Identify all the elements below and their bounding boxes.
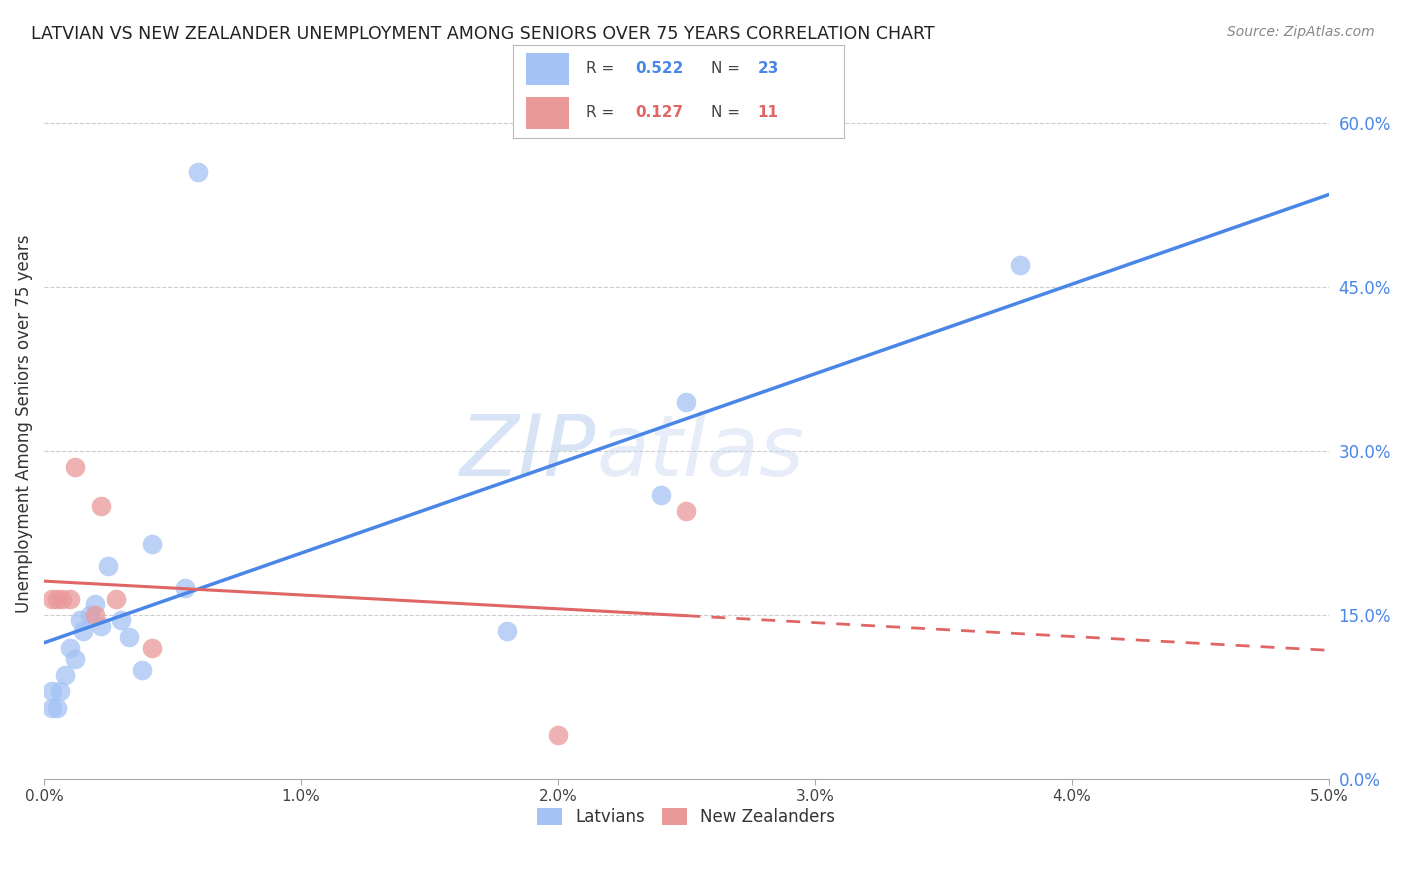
Point [69, 614, 91, 628]
Point [59, 591, 82, 606]
Point [63, 460, 86, 475]
Point [90, 619, 112, 633]
Point [675, 504, 697, 518]
Point [41, 591, 63, 606]
Text: Source: ZipAtlas.com: Source: ZipAtlas.com [1227, 25, 1375, 39]
Point [110, 614, 132, 628]
Point [187, 165, 209, 179]
Point [41, 701, 63, 715]
Point [141, 537, 163, 551]
Text: N =: N = [711, 105, 745, 120]
Point [48, 684, 70, 698]
Text: 0.522: 0.522 [636, 62, 683, 77]
Point [131, 663, 153, 677]
FancyBboxPatch shape [526, 97, 569, 129]
Y-axis label: Unemployment Among Seniors over 75 years: Unemployment Among Seniors over 75 years [15, 235, 32, 613]
Point [46, 591, 69, 606]
Point [51, 591, 73, 606]
Point [84, 607, 107, 622]
Text: R =: R = [586, 62, 619, 77]
Point [495, 624, 517, 639]
Point [174, 581, 197, 595]
Point [46, 701, 69, 715]
Point [90, 499, 112, 513]
Point [59, 640, 82, 655]
Point [53, 668, 76, 682]
FancyBboxPatch shape [526, 53, 569, 85]
Point [63, 651, 86, 665]
Point [547, 728, 569, 742]
Legend: Latvians, New Zealanders: Latvians, New Zealanders [529, 800, 844, 835]
Point [41, 684, 63, 698]
Point [72, 624, 94, 639]
Text: atlas: atlas [596, 410, 804, 493]
Point [675, 395, 697, 409]
Point [141, 640, 163, 655]
Point [118, 630, 141, 644]
Point [97, 558, 120, 573]
Text: ZIP: ZIP [460, 410, 596, 493]
Point [84, 597, 107, 611]
Text: 23: 23 [758, 62, 779, 77]
Text: R =: R = [586, 105, 619, 120]
Text: 0.127: 0.127 [636, 105, 683, 120]
Point [79, 607, 101, 622]
Text: N =: N = [711, 62, 745, 77]
Point [105, 591, 128, 606]
Text: LATVIAN VS NEW ZEALANDER UNEMPLOYMENT AMONG SENIORS OVER 75 YEARS CORRELATION CH: LATVIAN VS NEW ZEALANDER UNEMPLOYMENT AM… [31, 25, 935, 43]
Point [1010, 258, 1032, 272]
Text: 11: 11 [758, 105, 779, 120]
Point [650, 488, 672, 502]
